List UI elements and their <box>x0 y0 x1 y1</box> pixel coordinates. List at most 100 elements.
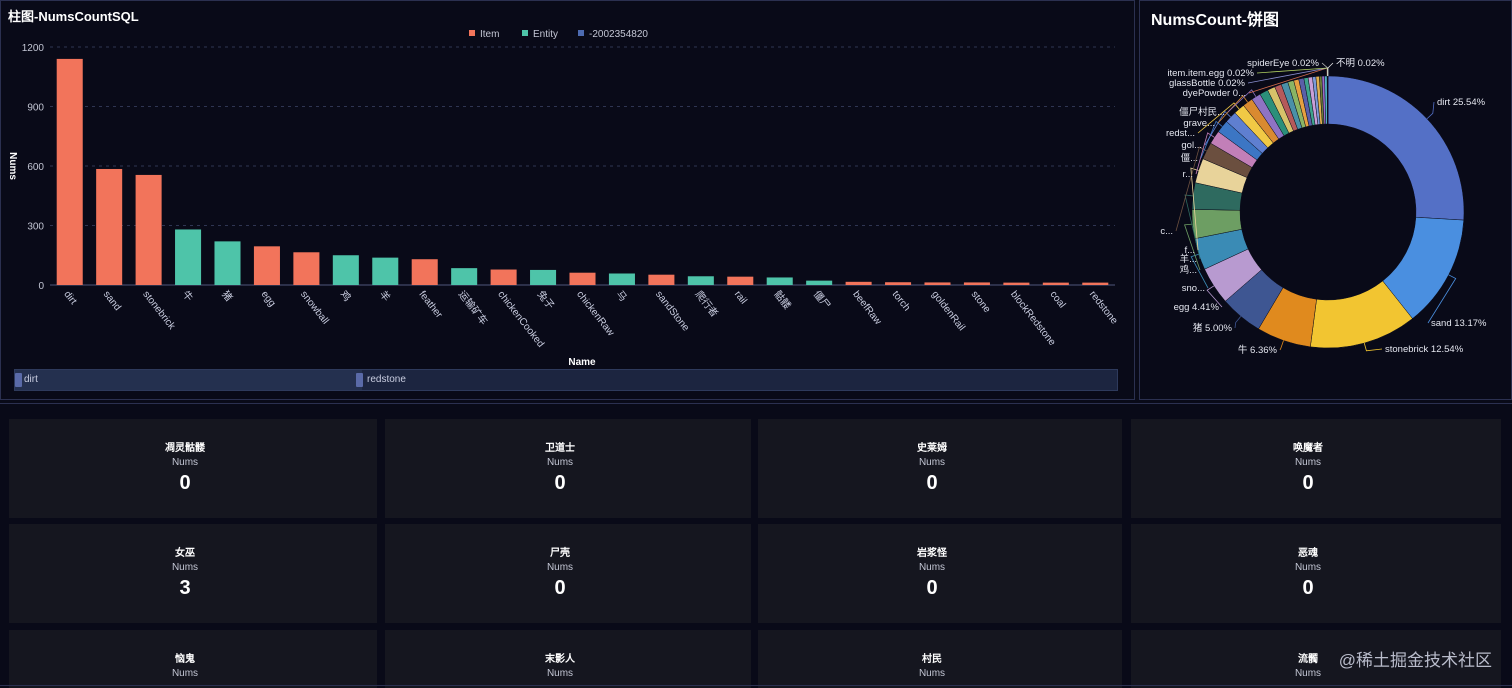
stat-card: 恶魂 Nums 0 <box>1131 524 1501 623</box>
stat-card: 尸壳 Nums 0 <box>385 524 751 623</box>
pie-label: 僵... <box>1181 152 1198 164</box>
x-tick-label: 爬行者 <box>692 288 721 320</box>
y-tick-label: 0 <box>38 281 44 292</box>
bar <box>845 281 872 285</box>
legend-label: Item <box>480 29 499 40</box>
legend-swatch <box>578 30 584 36</box>
stat-card: 史莱姆 Nums 0 <box>758 419 1122 518</box>
slider-end-handle[interactable] <box>356 373 363 387</box>
stat-card-value: 3 <box>179 577 191 599</box>
x-tick-label: redstone <box>1087 289 1120 327</box>
stat-card-name: 女巫 <box>175 548 195 559</box>
pie-label-line <box>1234 316 1242 329</box>
bar <box>608 273 635 285</box>
bar <box>175 229 202 285</box>
bar-chart-title: 柱图-NumsCountSQL <box>8 9 139 24</box>
bar <box>1003 282 1030 285</box>
pie-chart-title: NumsCount-饼图 <box>1151 12 1279 29</box>
bar <box>530 269 557 285</box>
pie-label-line <box>1200 120 1223 159</box>
bar <box>451 268 478 285</box>
x-tick-label: dirt <box>61 289 78 307</box>
pie-label: spiderEye 0.02% <box>1247 58 1319 69</box>
pie-label-line <box>1184 194 1201 260</box>
x-tick-label: torch <box>890 289 912 313</box>
stat-card: 卫道士 Nums 0 <box>385 419 751 518</box>
legend-label: -2002354820 <box>589 29 648 40</box>
pie-label: sand 13.17% <box>1431 318 1487 329</box>
stat-card: 末影人 Nums <box>385 630 751 688</box>
pie-label-line <box>1426 101 1435 120</box>
stat-card-name: 史莱姆 <box>917 443 947 454</box>
stat-card-label: Nums <box>1294 668 1322 679</box>
x-tick-label: rail <box>732 289 749 306</box>
x-tick-label: egg <box>259 289 278 309</box>
stat-card-name: 恶魂 <box>1298 548 1318 559</box>
slider-start-label: dirt <box>24 374 38 385</box>
bar <box>727 276 754 285</box>
stat-card-value: 0 <box>926 577 938 599</box>
pie-label: dyePowder 0... <box>1183 88 1246 99</box>
pie-label: redst... <box>1166 128 1195 139</box>
stat-card: 村民 Nums <box>758 630 1122 688</box>
y-tick-label: 900 <box>27 103 44 114</box>
data-zoom-slider[interactable]: dirt redstone <box>14 369 1118 391</box>
bar <box>411 259 438 285</box>
pie-label-line <box>1279 340 1284 351</box>
pie-chart: dirt 25.54% sand 13.17% stonebrick 12.54% 牛… <box>1160 58 1487 356</box>
stat-card-name: 唤魔者 <box>1293 443 1323 454</box>
pie-label: c... <box>1160 226 1173 237</box>
bar <box>56 58 83 286</box>
stat-card-value: 0 <box>179 472 191 494</box>
bar <box>490 269 517 285</box>
bar <box>293 252 320 285</box>
pie-label-line <box>1327 62 1334 77</box>
y-tick-label: 600 <box>27 162 44 173</box>
pie-label: glassBottle 0.02% <box>1169 78 1246 89</box>
x-tick-label: snowball <box>298 289 331 326</box>
bar <box>135 174 162 285</box>
slider-end-label: redstone <box>367 374 406 385</box>
legend-label: Entity <box>533 29 558 40</box>
stat-card-name: 卫道士 <box>545 443 575 454</box>
pie-label: stonebrick 12.54% <box>1385 344 1464 355</box>
slider-start-handle[interactable] <box>15 373 22 387</box>
x-tick-label: 运输矿车 <box>456 288 491 328</box>
x-tick-label: sandStone <box>653 289 691 334</box>
stat-card-label: Nums <box>1294 562 1322 573</box>
pie-label: f... <box>1184 245 1195 256</box>
x-tick-label: 僵尸 <box>811 288 833 311</box>
bar <box>332 255 359 285</box>
pie-label-line <box>1184 223 1201 271</box>
x-tick-label: 马 <box>614 288 630 303</box>
bar <box>648 274 675 285</box>
stat-card: 流髑 Nums <box>1131 630 1501 688</box>
stat-card: 岩浆怪 Nums 0 <box>758 524 1122 623</box>
stat-card-label: Nums <box>171 668 199 679</box>
bar <box>806 280 833 285</box>
pie-label-line <box>1204 110 1231 146</box>
pie-label: gol... <box>1181 140 1202 151</box>
x-axis-label: Name <box>568 357 596 368</box>
pie-label-line <box>1195 132 1215 175</box>
pie-label: item.item.egg 0.02% <box>1167 68 1254 79</box>
bar <box>963 282 990 285</box>
stat-card-name: 凋灵骷髅 <box>165 443 205 454</box>
bar <box>214 241 241 285</box>
stat-card-value: 0 <box>926 472 938 494</box>
pie-label-line <box>1363 342 1383 352</box>
pie-label: dirt 25.54% <box>1437 97 1486 108</box>
stat-card: 凋灵骷髅 Nums 0 <box>9 419 377 518</box>
stat-card-label: Nums <box>546 457 574 468</box>
x-tick-label: 猪 <box>219 288 235 303</box>
pie-label: grave... <box>1183 118 1215 129</box>
slider-selected-range[interactable] <box>15 370 362 390</box>
x-tick-label: goldenRail <box>929 289 967 333</box>
x-tick-label: beefRaw <box>850 289 883 327</box>
bar <box>766 277 793 285</box>
stat-card-value: 0 <box>554 472 566 494</box>
bar <box>253 246 280 285</box>
pie-label: 不明 0.02% <box>1336 58 1385 69</box>
stat-card-label: Nums <box>546 668 574 679</box>
stat-card-label: Nums <box>171 562 199 573</box>
